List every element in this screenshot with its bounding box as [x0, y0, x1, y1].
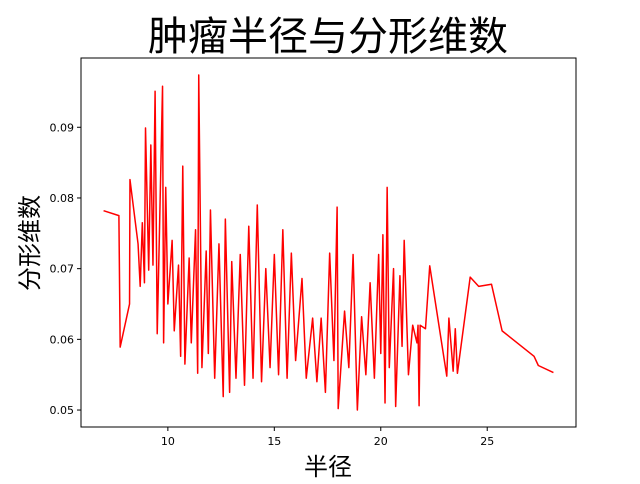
- x-tick-label: 15: [267, 435, 281, 448]
- x-axis-label: 半径: [304, 453, 352, 480]
- x-tick-label: 20: [374, 435, 388, 448]
- y-axis-label: 分形维数: [16, 195, 44, 291]
- y-tick-label: 0.07: [50, 263, 75, 276]
- plot-frame: [80, 57, 577, 428]
- y-tick-label: 0.09: [50, 121, 75, 134]
- chart-title: 肿瘤半径与分形维数: [148, 14, 508, 60]
- x-tick-label: 10: [161, 435, 175, 448]
- y-tick-label: 0.05: [50, 404, 75, 417]
- data-line: [103, 74, 554, 411]
- y-tick-label: 0.06: [50, 333, 75, 346]
- y-tick-label: 0.08: [50, 192, 75, 205]
- x-tick-label: 25: [480, 435, 494, 448]
